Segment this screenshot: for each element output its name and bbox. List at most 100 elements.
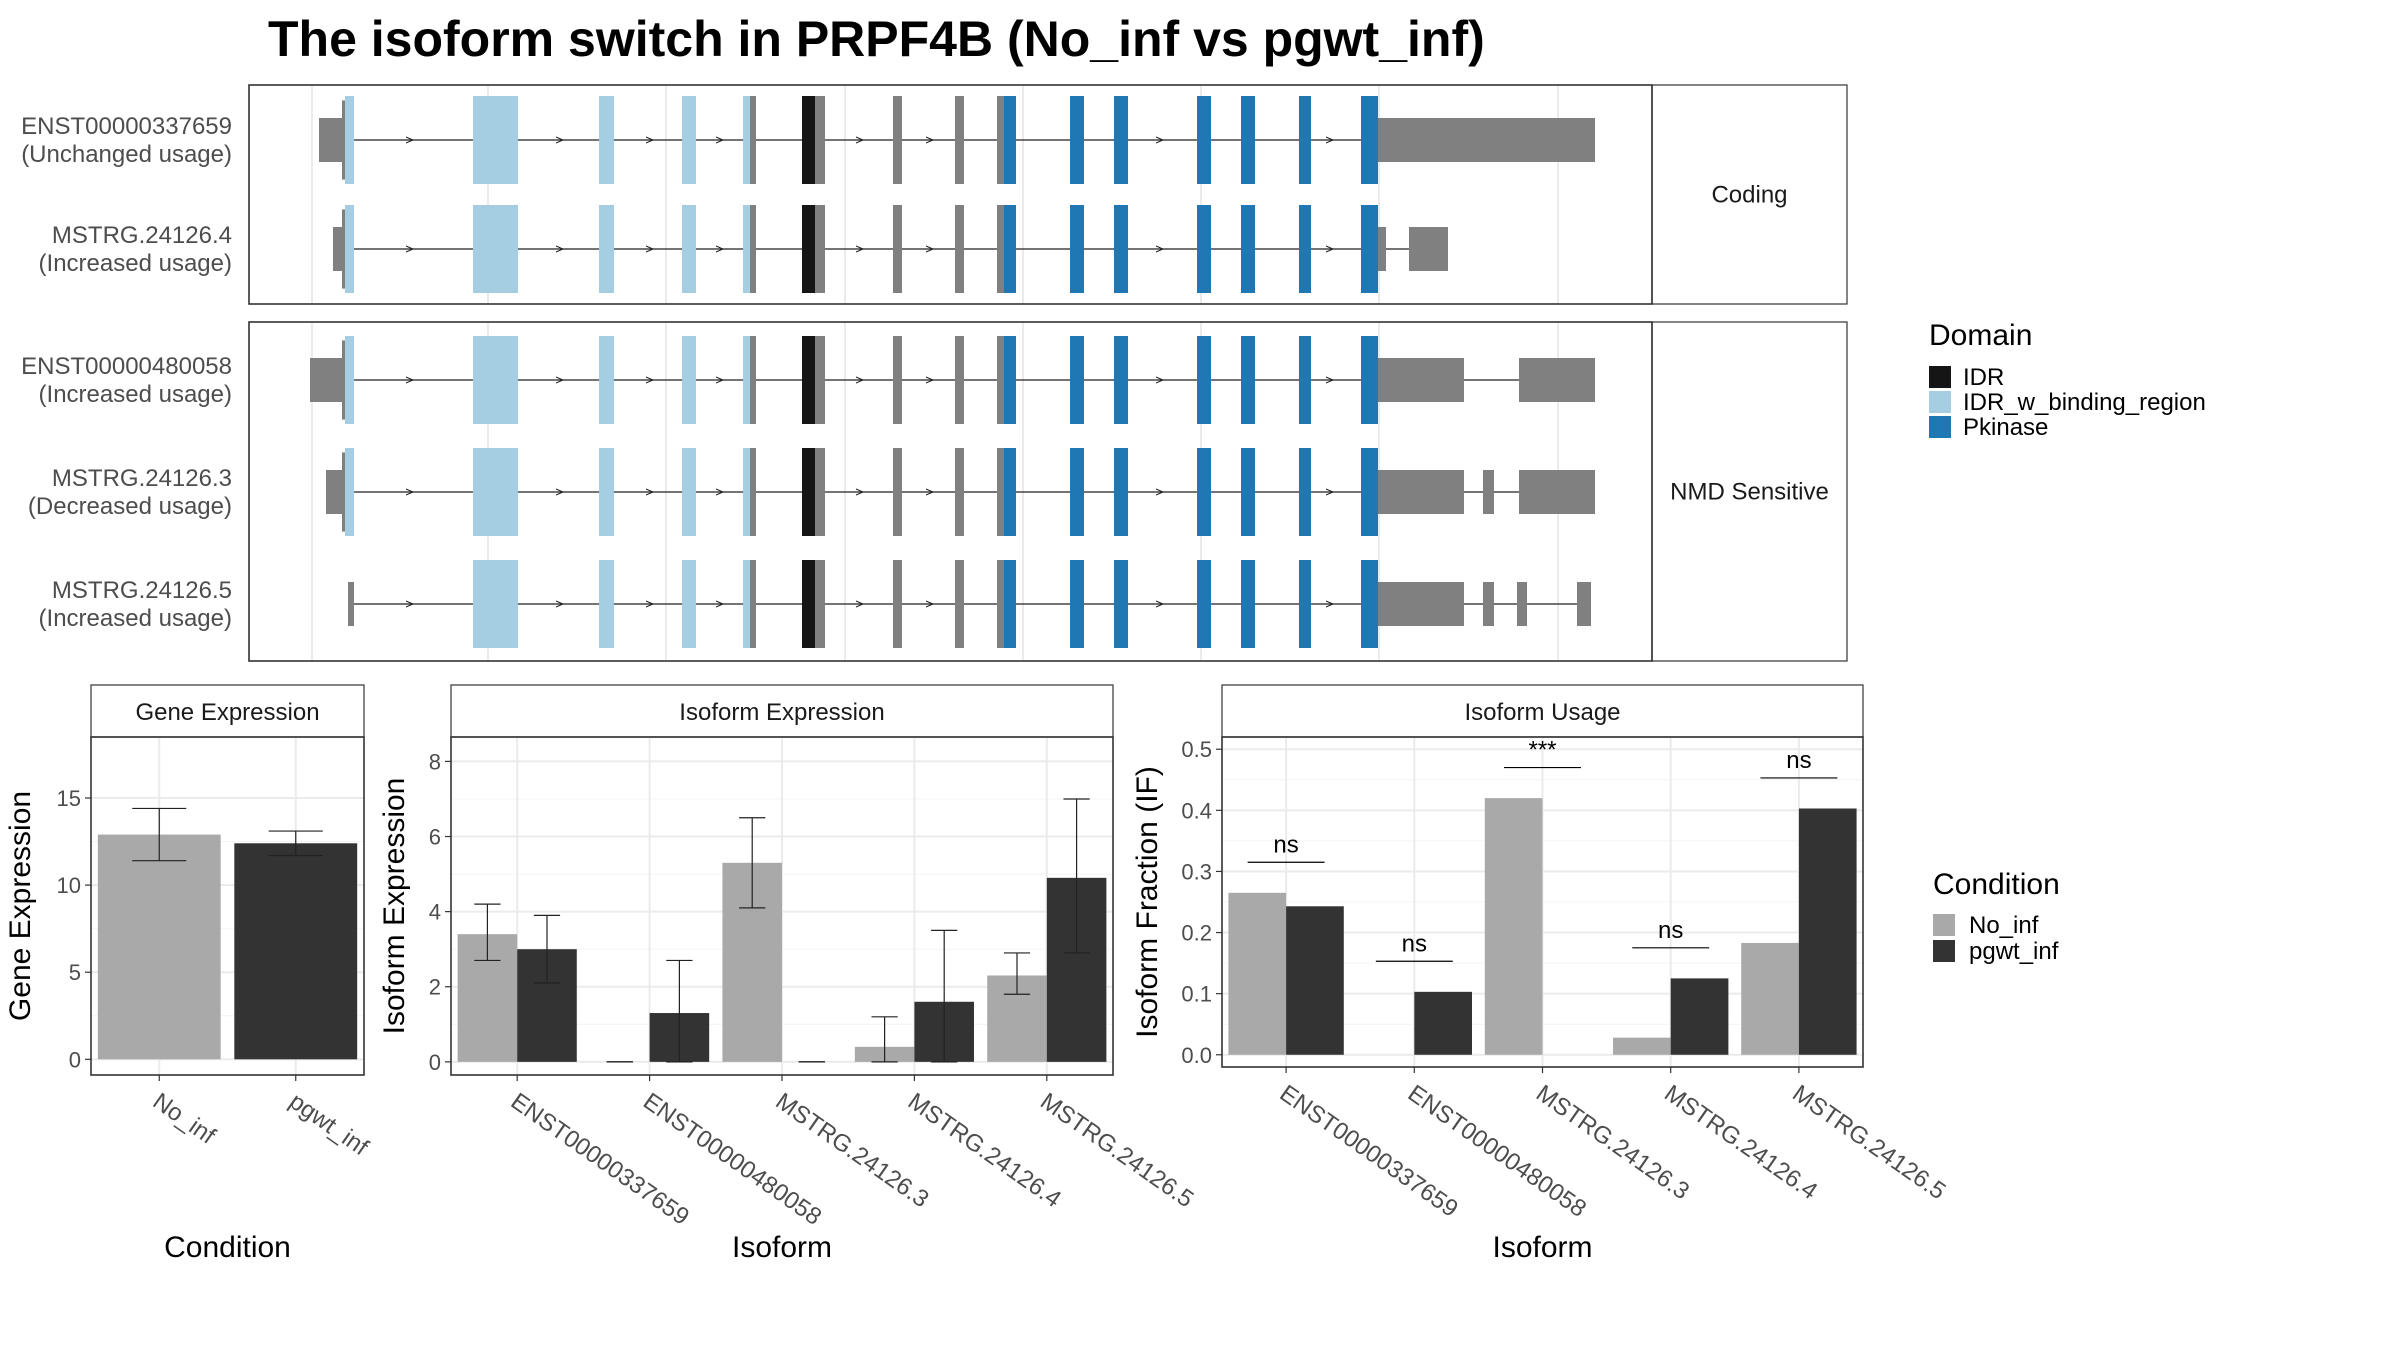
y-tick-label: 0.3 [1181, 859, 1212, 884]
domain-exon [1004, 448, 1016, 536]
domain-exon [1070, 96, 1084, 184]
domain-exon [345, 205, 354, 293]
utr-exon [342, 340, 345, 420]
utr-exon [1483, 470, 1494, 514]
domain-exon [1004, 205, 1016, 293]
intron-arrow [555, 245, 565, 253]
bar [1286, 906, 1344, 1055]
domain-exon [1241, 560, 1255, 648]
bar [234, 843, 358, 1060]
utr-exon [750, 448, 756, 536]
y-tick-label: 0 [429, 1050, 441, 1075]
domain-exon [1299, 205, 1311, 293]
domain-exon [743, 96, 750, 184]
domain-exon [599, 336, 614, 424]
y-axis-label: Isoform Fraction (IF) [1131, 766, 1164, 1038]
domain-exon [1004, 336, 1016, 424]
significance-label: *** [1528, 737, 1556, 764]
utr-exon [1378, 470, 1464, 514]
utr-exon [815, 205, 825, 293]
utr-exon [997, 336, 1004, 424]
utr-exon [326, 470, 342, 514]
bar [1228, 892, 1287, 1055]
domain-exon [802, 560, 815, 648]
condition-legend-title: Condition [1933, 868, 2060, 901]
significance-label: ns [1786, 747, 1811, 774]
intron-arrow [555, 600, 565, 608]
figure-title: The isoform switch in PRPF4B (No_inf vs … [268, 11, 1485, 67]
utr-exon [342, 209, 345, 289]
chart-title: Gene Expression [135, 699, 319, 726]
utr-exon [955, 448, 964, 536]
intron-arrow [405, 136, 415, 144]
intron-arrow [555, 488, 565, 496]
utr-exon [815, 96, 825, 184]
domain-exon [1299, 560, 1311, 648]
bar [1670, 978, 1729, 1055]
intron-arrow [405, 245, 415, 253]
utr-exon [1378, 118, 1595, 162]
y-axis-label: Gene Expression [4, 791, 37, 1021]
domain-exon [599, 448, 614, 536]
y-tick-label: 15 [57, 786, 81, 811]
utr-exon [750, 336, 756, 424]
intron-arrow [715, 600, 725, 608]
utr-exon [750, 96, 756, 184]
domain-exon [1070, 336, 1084, 424]
intron-arrow [925, 136, 935, 144]
intron-arrow [715, 245, 725, 253]
domain-exon [682, 205, 696, 293]
utr-exon [997, 448, 1004, 536]
intron-arrow [555, 376, 565, 384]
utr-exon [310, 358, 342, 402]
domain-exon [1241, 336, 1255, 424]
intron-arrow [405, 488, 415, 496]
legend-label-pgwt_inf: pgwt_inf [1969, 938, 2059, 965]
intron-arrow [715, 136, 725, 144]
domain-exon [1070, 205, 1084, 293]
intron-arrow [555, 136, 565, 144]
utr-exon [750, 560, 756, 648]
isoform-id-label: ENST00000337659 [21, 113, 232, 140]
utr-exon [1517, 582, 1527, 626]
x-axis-label: Isoform [1492, 1231, 1592, 1264]
domain-exon [743, 448, 750, 536]
intron-arrow [1325, 488, 1335, 496]
utr-exon [342, 100, 345, 180]
isoform-structure-panel: Coding NMD Sensitive ENST00000337659(Uncha… [21, 84, 1848, 662]
domain-exon [1299, 336, 1311, 424]
domain-exon [599, 96, 614, 184]
x-axis-label: Isoform [732, 1231, 832, 1264]
intron-arrow [645, 600, 655, 608]
utr-exon [893, 96, 902, 184]
domain-exon [1299, 96, 1311, 184]
domain-exon [682, 96, 696, 184]
utr-exon [997, 205, 1004, 293]
domain-exon [802, 448, 815, 536]
chart-title: Isoform Expression [679, 699, 884, 726]
intron-arrow [715, 376, 725, 384]
facet-strip [1651, 321, 1848, 662]
domain-exon [599, 205, 614, 293]
isoform-usage-label: (Increased usage) [39, 250, 232, 277]
intron-arrow [1155, 600, 1165, 608]
domain-exon [1114, 336, 1128, 424]
domain-exon [1361, 96, 1378, 184]
y-tick-label: 5 [69, 960, 81, 985]
utr-exon [893, 560, 902, 648]
domain-exon [1070, 448, 1084, 536]
x-tick-label: pgwt_inf [284, 1088, 373, 1162]
domain-exon [682, 560, 696, 648]
domain-exon [682, 448, 696, 536]
gene-expression-chart: Gene Expression 0 5 10 15 No_inf pgwt_inf Condi… [4, 684, 373, 1264]
domain-exon [473, 336, 518, 424]
intron-arrow [855, 488, 865, 496]
utr-exon [1519, 358, 1595, 402]
y-tick-label: 6 [429, 825, 441, 850]
legend-label-IDR_w_binding_region: IDR_w_binding_region [1963, 389, 2206, 416]
utr-exon [750, 205, 756, 293]
utr-exon [955, 205, 964, 293]
intron-arrow [855, 376, 865, 384]
utr-exon [997, 96, 1004, 184]
isoform-usage-label: (Increased usage) [39, 605, 232, 632]
